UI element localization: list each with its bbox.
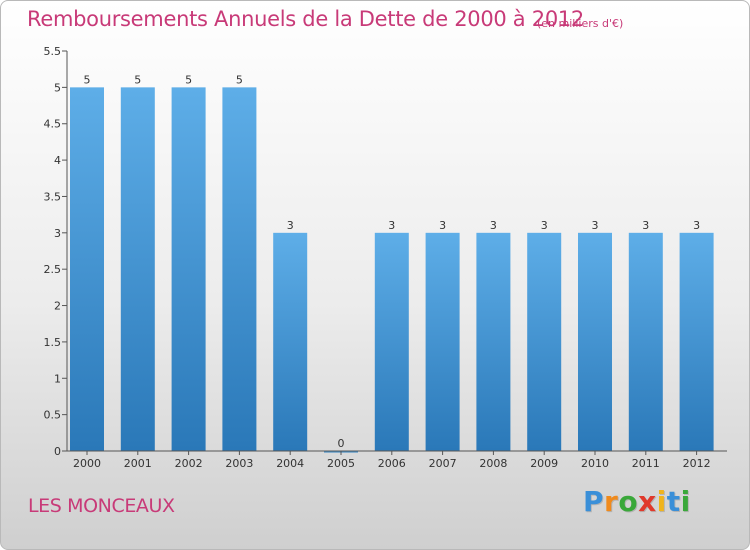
y-tick-label: 2 xyxy=(54,300,61,313)
logo-letter: o xyxy=(618,485,639,518)
data-label: 3 xyxy=(592,219,599,232)
x-tick-label: 2005 xyxy=(327,457,355,470)
x-tick-label: 2002 xyxy=(175,457,203,470)
data-label: 3 xyxy=(439,219,446,232)
y-tick-label: 3.5 xyxy=(44,190,62,203)
logo-letter: i xyxy=(680,485,691,518)
logo-letter: i xyxy=(656,485,667,518)
axes-group: 0 0.5 1 1.5 2 2.5 3 3.5 4 4.5 5 5.5 2000 2001 2002 2003… xyxy=(44,45,727,470)
proxiti-logo[interactable]: Proxiti xyxy=(583,485,691,518)
bar-2008[interactable] xyxy=(476,232,511,451)
x-tick-label: 2000 xyxy=(73,457,101,470)
bar-2009[interactable] xyxy=(527,232,562,451)
y-tick-label: 4 xyxy=(54,154,61,167)
x-tick-label: 2006 xyxy=(378,457,406,470)
data-label: 3 xyxy=(642,219,649,232)
x-tick-label: 2011 xyxy=(632,457,660,470)
y-tick-label: 1 xyxy=(54,372,61,385)
bar-2010[interactable] xyxy=(578,232,612,451)
x-tick-label: 2012 xyxy=(683,457,711,470)
x-tick-label: 2004 xyxy=(276,457,304,470)
logo-letter: t xyxy=(666,485,681,518)
bar-2003[interactable] xyxy=(222,87,257,451)
data-label: 0 xyxy=(338,437,345,450)
x-tick-label: 2009 xyxy=(530,457,558,470)
bar-2002[interactable] xyxy=(171,87,206,451)
bar-2011[interactable] xyxy=(628,232,663,451)
place-name: LES MONCEAUX xyxy=(28,495,175,517)
y-tick-label: 2.5 xyxy=(44,263,62,276)
data-label: 3 xyxy=(541,219,548,232)
y-tick-label: 0.5 xyxy=(44,409,62,422)
bar-2007[interactable] xyxy=(425,232,460,451)
data-label: 3 xyxy=(490,219,497,232)
bar-chart: 5 5 5 5 3 0 3 3 3 3 3 3 3 0 0.5 1 1.5 2 2.5 3 3.5 4 4.5 5 5.5 20… xyxy=(44,45,727,470)
logo-letter: x xyxy=(638,485,657,518)
logo-letter: r xyxy=(604,485,619,518)
y-tick-label: 3 xyxy=(54,227,61,240)
data-label: 3 xyxy=(287,219,294,232)
logo-letter: P xyxy=(583,485,605,518)
data-label: 5 xyxy=(134,73,141,86)
x-tick-label: 2007 xyxy=(429,457,457,470)
bar-2001[interactable] xyxy=(120,87,155,451)
x-tick-label: 2003 xyxy=(225,457,253,470)
data-label: 3 xyxy=(388,219,395,232)
y-tick-label: 5.5 xyxy=(44,45,62,58)
data-label: 3 xyxy=(693,219,700,232)
chart-subtitle: (en milliers d'€) xyxy=(537,17,624,30)
bars-group: 5 5 5 5 3 0 3 3 3 3 3 3 3 xyxy=(70,73,714,453)
y-tick-label: 0 xyxy=(54,445,61,458)
x-tick-label: 2001 xyxy=(124,457,152,470)
y-tick-label: 5 xyxy=(54,81,61,94)
bar-2000[interactable] xyxy=(70,87,104,451)
bar-2004[interactable] xyxy=(273,232,308,451)
data-label: 5 xyxy=(185,73,192,86)
bar-2006[interactable] xyxy=(374,232,409,451)
chart-title: Remboursements Annuels de la Dette de 20… xyxy=(27,7,584,31)
data-label: 5 xyxy=(84,73,91,86)
bar-2012[interactable] xyxy=(679,232,714,451)
y-tick-label: 4.5 xyxy=(44,118,62,131)
y-tick-label: 1.5 xyxy=(44,336,62,349)
x-tick-label: 2010 xyxy=(581,457,609,470)
data-label: 5 xyxy=(236,73,243,86)
x-tick-label: 2008 xyxy=(479,457,507,470)
